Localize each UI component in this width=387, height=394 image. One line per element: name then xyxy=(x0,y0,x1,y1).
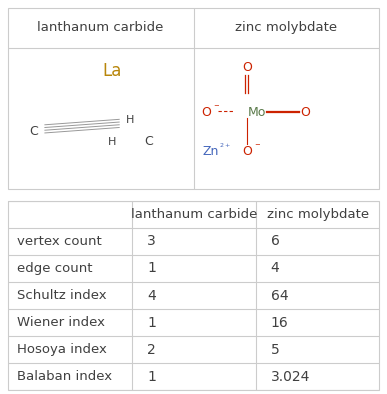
Text: O: O xyxy=(202,106,211,119)
Text: O: O xyxy=(242,145,252,158)
Text: $^{-}$: $^{-}$ xyxy=(254,143,261,152)
Text: $^{-}$: $^{-}$ xyxy=(213,104,221,113)
Text: edge count: edge count xyxy=(17,262,92,275)
Text: Balaban index: Balaban index xyxy=(17,370,112,383)
Text: lanthanum carbide: lanthanum carbide xyxy=(38,21,164,34)
Text: 4: 4 xyxy=(271,262,279,275)
Text: 4: 4 xyxy=(147,288,156,303)
Text: 64: 64 xyxy=(271,288,288,303)
Text: 16: 16 xyxy=(271,316,289,329)
Text: 1: 1 xyxy=(147,262,156,275)
Text: vertex count: vertex count xyxy=(17,235,102,248)
Text: 1: 1 xyxy=(147,316,156,329)
Text: zinc molybdate: zinc molybdate xyxy=(267,208,369,221)
Text: Zn: Zn xyxy=(202,145,218,158)
Text: H: H xyxy=(126,115,135,125)
Text: La: La xyxy=(102,62,122,80)
Text: 5: 5 xyxy=(271,342,279,357)
Text: 1: 1 xyxy=(147,370,156,383)
Text: 6: 6 xyxy=(271,234,280,249)
Text: zinc molybdate: zinc molybdate xyxy=(235,21,337,34)
Text: $^{2+}$: $^{2+}$ xyxy=(219,143,231,152)
Text: 2: 2 xyxy=(147,342,156,357)
Text: Mo: Mo xyxy=(247,106,266,119)
Text: O: O xyxy=(300,106,310,119)
Text: lanthanum carbide: lanthanum carbide xyxy=(131,208,257,221)
Text: Hosoya index: Hosoya index xyxy=(17,343,107,356)
Text: O: O xyxy=(242,61,252,74)
Text: Schultz index: Schultz index xyxy=(17,289,107,302)
Text: C: C xyxy=(144,136,153,149)
Text: Wiener index: Wiener index xyxy=(17,316,105,329)
Text: 3: 3 xyxy=(147,234,156,249)
Text: H: H xyxy=(108,137,116,147)
Text: C: C xyxy=(29,125,38,138)
Text: 3.024: 3.024 xyxy=(271,370,310,383)
